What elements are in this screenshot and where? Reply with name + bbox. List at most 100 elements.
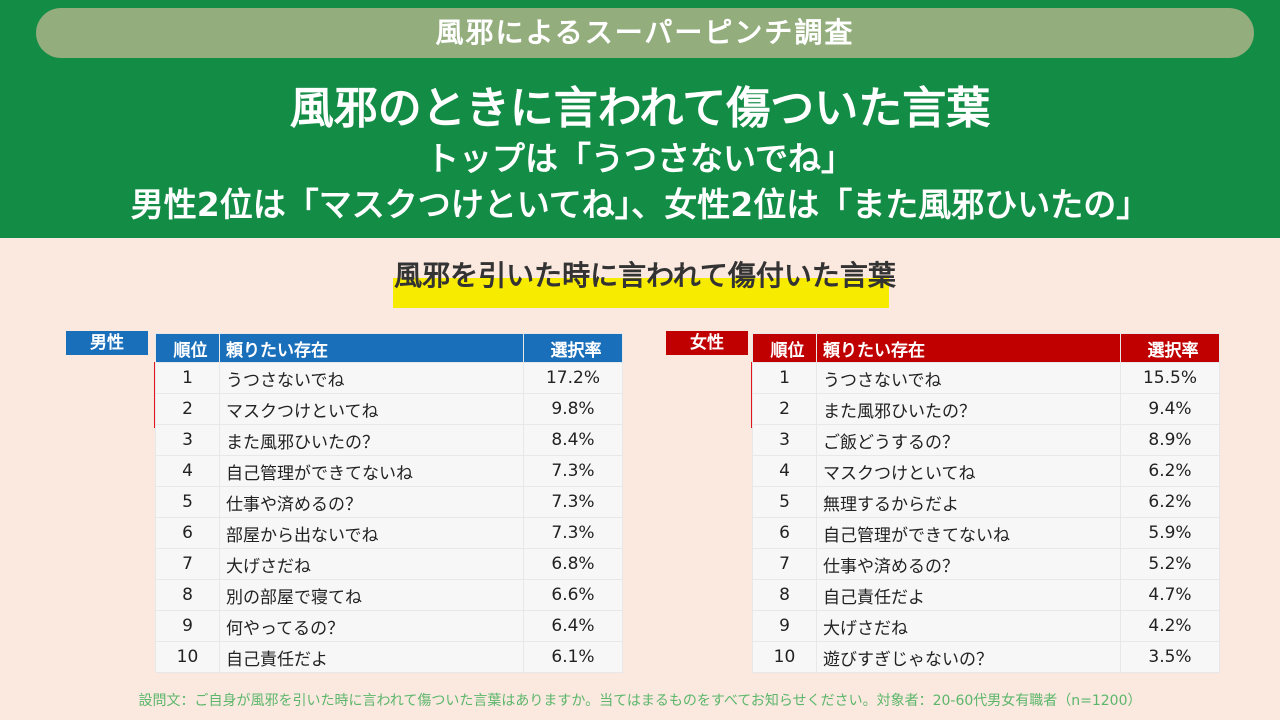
cell: 遊びすぎじゃないの？ <box>816 641 1121 673</box>
cell: 6.1% <box>523 641 623 673</box>
cell: 自己管理ができてないね <box>219 455 524 487</box>
row: 2 マスクつけといてね 9.8% <box>155 393 623 425</box>
cell: 大げさだね <box>816 610 1121 642</box>
column-header: 頼りたい存在 <box>219 333 524 363</box>
table-label: 男性 <box>66 331 148 355</box>
cell: 5 <box>752 486 817 518</box>
section-title: 風邪を引いた時に言われて傷付いた言葉 <box>394 259 896 292</box>
cell: 1 <box>752 362 817 394</box>
cell: 5.2% <box>1120 548 1220 580</box>
cell: 9 <box>752 610 817 642</box>
cell: 9.4% <box>1120 393 1220 425</box>
badge: 風邪によるスーパーピンチ調査 <box>36 8 1254 58</box>
cell: 5 <box>155 486 220 518</box>
cell: 15.5% <box>1120 362 1220 394</box>
row: 10 自己責任だよ 6.1% <box>155 641 623 673</box>
cell: 7 <box>155 548 220 580</box>
row: 1 うつさないでね 15.5% <box>752 362 1220 394</box>
cell: 7 <box>752 548 817 580</box>
cell: 4.2% <box>1120 610 1220 642</box>
column-header: 順位 <box>752 333 817 363</box>
row: 7 大げさだね 6.8% <box>155 548 623 580</box>
cell: 無理するからだよ <box>816 486 1121 518</box>
row: 3 また風邪ひいたの？ 8.4% <box>155 424 623 456</box>
cell: 9 <box>155 610 220 642</box>
title: 風邪のときに言われて傷ついた言葉 <box>289 83 991 134</box>
cell: 4 <box>752 455 817 487</box>
cell: また風邪ひいたの？ <box>816 393 1121 425</box>
cell: 別の部屋で寝てね <box>219 579 524 611</box>
subtitle: トップは「うつさないでね」 <box>425 139 854 178</box>
cell: 仕事や済めるの？ <box>219 486 524 518</box>
ranking-table: 順位 頼りたい存在 選択率 1 うつさないでね 17.2% 2 マスクつけといてね 9.8% 3 ま… <box>155 333 623 673</box>
cell: 6 <box>752 517 817 549</box>
cell: また風邪ひいたの？ <box>219 424 524 456</box>
header-row: 順位 頼りたい存在 選択率 <box>155 333 623 363</box>
footnote: 設問文：ご自身が風邪を引いた時に言われて傷ついた言葉はありますか。当てはまるもの… <box>138 693 1142 709</box>
cell: 7.3% <box>523 486 623 518</box>
row: 5 無理するからだよ 6.2% <box>752 486 1220 518</box>
cell: うつさないでね <box>816 362 1121 394</box>
cell: 7.3% <box>523 455 623 487</box>
cell: 8.9% <box>1120 424 1220 456</box>
cell: 何やってるの？ <box>219 610 524 642</box>
cell: 6.4% <box>523 610 623 642</box>
cell: 5.9% <box>1120 517 1220 549</box>
cell: 1 <box>155 362 220 394</box>
cell: 自己責任だよ <box>219 641 524 673</box>
cell: 7.3% <box>523 517 623 549</box>
cell: 9.8% <box>523 393 623 425</box>
cell: ご飯どうするの？ <box>816 424 1121 456</box>
row: 4 自己管理ができてないね 7.3% <box>155 455 623 487</box>
cell: 10 <box>752 641 817 673</box>
ranking-table: 順位 頼りたい存在 選択率 1 うつさないでね 15.5% 2 また風邪ひいたの？ 9.4% 3 ご… <box>752 333 1220 673</box>
cell: うつさないでね <box>219 362 524 394</box>
row: 3 ご飯どうするの？ 8.9% <box>752 424 1220 456</box>
row: 9 何やってるの？ 6.4% <box>155 610 623 642</box>
highlight <box>393 278 889 308</box>
table-label: 女性 <box>666 331 748 355</box>
cell: 4.7% <box>1120 579 1220 611</box>
row: 10 遊びすぎじゃないの？ 3.5% <box>752 641 1220 673</box>
row: 7 仕事や済めるの？ 5.2% <box>752 548 1220 580</box>
row: 6 自己管理ができてないね 5.9% <box>752 517 1220 549</box>
column-header: 選択率 <box>523 333 623 363</box>
row: 9 大げさだね 4.2% <box>752 610 1220 642</box>
cell: 6.8% <box>523 548 623 580</box>
row: 6 部屋から出ないでね 7.3% <box>155 517 623 549</box>
cell: 17.2% <box>523 362 623 394</box>
cell: 大げさだね <box>219 548 524 580</box>
cell: 6.2% <box>1120 455 1220 487</box>
row: 4 マスクつけといてね 6.2% <box>752 455 1220 487</box>
row: 8 自己責任だよ 4.7% <box>752 579 1220 611</box>
cell: 自己責任だよ <box>816 579 1121 611</box>
cell: 2 <box>155 393 220 425</box>
column-header: 選択率 <box>1120 333 1220 363</box>
cell: 6 <box>155 517 220 549</box>
cell: 3.5% <box>1120 641 1220 673</box>
row: 8 別の部屋で寝てね 6.6% <box>155 579 623 611</box>
cell: 2 <box>752 393 817 425</box>
cell: 8.4% <box>523 424 623 456</box>
cell: 6.2% <box>1120 486 1220 518</box>
row: 2 また風邪ひいたの？ 9.4% <box>752 393 1220 425</box>
column-header: 頼りたい存在 <box>816 333 1121 363</box>
header-row: 順位 頼りたい存在 選択率 <box>752 333 1220 363</box>
cell: マスクつけといてね <box>816 455 1121 487</box>
cell: 自己管理ができてないね <box>816 517 1121 549</box>
cell: 10 <box>155 641 220 673</box>
cell: マスクつけといてね <box>219 393 524 425</box>
cell: 8 <box>155 579 220 611</box>
subtitle: 男性2位は「マスクつけといてね」、女性2位は「また風邪ひいたの」 <box>130 185 1150 224</box>
cell: 6.6% <box>523 579 623 611</box>
cell: 3 <box>155 424 220 456</box>
row: 1 うつさないでね 17.2% <box>155 362 623 394</box>
row: 5 仕事や済めるの？ 7.3% <box>155 486 623 518</box>
cell: 4 <box>155 455 220 487</box>
cell: 3 <box>752 424 817 456</box>
cell: 仕事や済めるの？ <box>816 548 1121 580</box>
column-header: 順位 <box>155 333 220 363</box>
cell: 部屋から出ないでね <box>219 517 524 549</box>
cell: 8 <box>752 579 817 611</box>
